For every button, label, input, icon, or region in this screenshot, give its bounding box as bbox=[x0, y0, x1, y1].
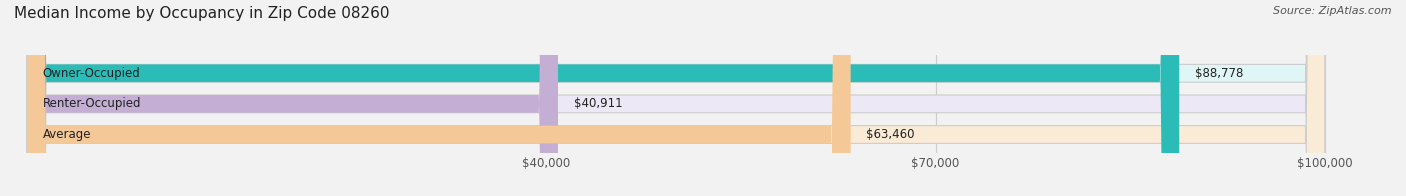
Text: Owner-Occupied: Owner-Occupied bbox=[42, 67, 141, 80]
FancyBboxPatch shape bbox=[27, 0, 558, 196]
Text: Source: ZipAtlas.com: Source: ZipAtlas.com bbox=[1274, 6, 1392, 16]
FancyBboxPatch shape bbox=[27, 0, 1180, 196]
Text: $88,778: $88,778 bbox=[1195, 67, 1243, 80]
FancyBboxPatch shape bbox=[27, 0, 1324, 196]
Text: Median Income by Occupancy in Zip Code 08260: Median Income by Occupancy in Zip Code 0… bbox=[14, 6, 389, 21]
Text: $63,460: $63,460 bbox=[866, 128, 915, 141]
Text: $40,911: $40,911 bbox=[574, 97, 623, 110]
FancyBboxPatch shape bbox=[27, 0, 851, 196]
FancyBboxPatch shape bbox=[27, 0, 1324, 196]
Text: Average: Average bbox=[42, 128, 91, 141]
FancyBboxPatch shape bbox=[27, 0, 1324, 196]
Text: Renter-Occupied: Renter-Occupied bbox=[42, 97, 141, 110]
